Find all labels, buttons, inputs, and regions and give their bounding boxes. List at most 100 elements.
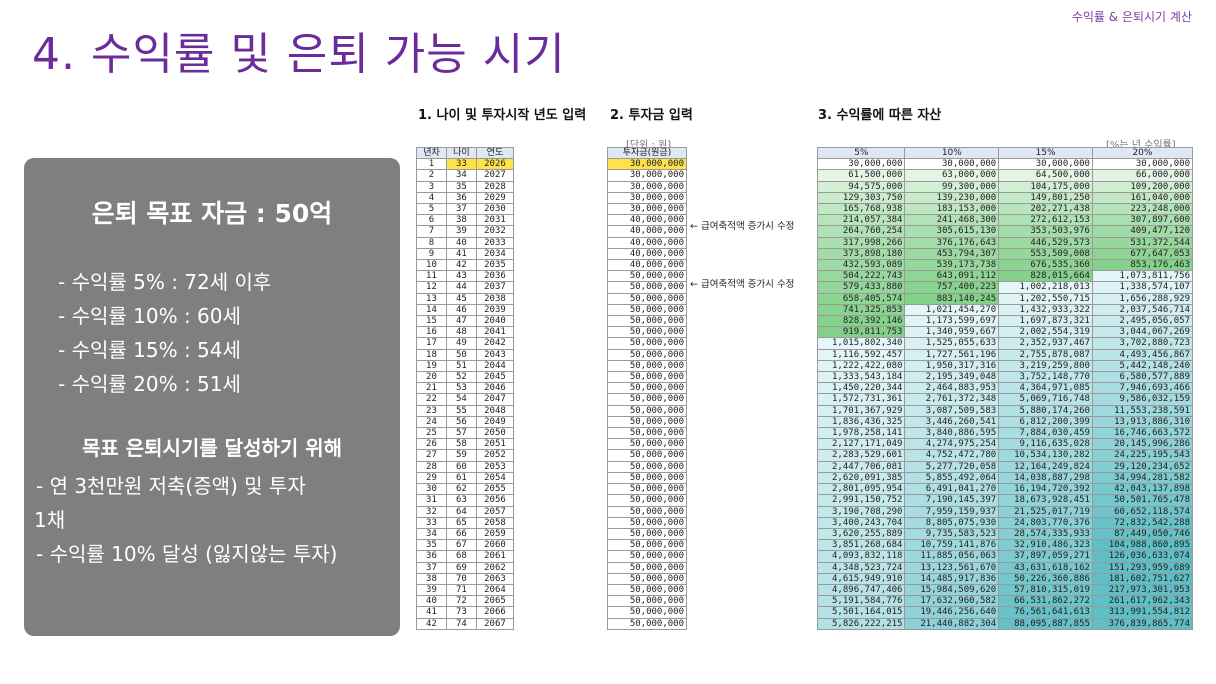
table-cell: 217,973,301,953 [1091,583,1194,597]
table-cell: 24,225,195,543 [1091,449,1194,462]
table-row: 5 37 2030 [416,203,515,216]
table-row: 50,000,000 [607,415,687,429]
panel-subtitle: 목표 은퇴시기를 달성하기 위해 [81,436,343,460]
table-cell: 1,116,592,457 [816,348,906,361]
table-cell: 4,274,975,254 [904,438,1000,451]
table-cell: 2046 [475,382,515,395]
table-cell: 373,898,180 [816,247,906,261]
col-header-20pct: 20% [1091,146,1194,160]
table-row: 2 34 2027 [416,169,515,182]
table-cell: 2 [416,169,447,182]
table-row: 40,000,000 [607,259,687,272]
col-header-age: 나이 [445,146,477,160]
table-cell: 3,087,509,583 [904,404,1000,417]
table-cell: 2058 [475,516,515,529]
table-row: 35 67 2060 [416,539,515,552]
table-cell: 264,760,254 [816,225,906,238]
table-cell: 88,095,887,855 [998,617,1093,630]
table-cell: 7,190,145,397 [904,494,1000,507]
table-cell: 1,525,055,633 [904,337,1000,350]
table-cell: 2045 [475,371,515,384]
table-cell: 183,153,000 [904,203,1000,216]
table-cell: 17 [416,337,447,350]
table-cell: 8,805,075,930 [904,516,1000,529]
table-cell: 3,219,259,800 [998,359,1093,373]
table-row: 9 41 2034 [416,247,515,261]
table-row: 94,575,000 99,300,000 104,175,000 109,200,0… [816,180,1194,193]
table-cell: 21,440,882,304 [904,617,1000,630]
table-cell: 14 [416,303,447,317]
table-cell: 30,000,000 [607,203,687,216]
table-cell: 43,631,618,162 [998,561,1093,574]
table-row: 828,392,146 1,173,599,697 1,697,873,321 2,4… [816,315,1194,328]
table-cell: 30,000,000 [816,158,906,171]
table-cell: 6,812,200,399 [998,415,1093,429]
table-row: 61,500,000 63,000,000 64,500,000 66,000,000 [816,169,1194,182]
table-cell: 66 [445,527,477,541]
table-cell: 50,000,000 [607,303,687,317]
table-cell: 50,000,000 [607,449,687,462]
table-cell: 2031 [475,214,515,227]
table-cell: 446,529,573 [998,236,1093,249]
table-cell: 2056 [475,494,515,507]
table-cell: 9,116,635,028 [998,438,1093,451]
table-cell: 12,164,249,824 [998,460,1093,473]
table-cell: 2,620,091,385 [816,471,906,485]
table-row: 8 40 2033 [416,236,515,249]
table-cell: 6,580,577,889 [1091,371,1194,384]
table-cell: 52 [445,371,477,384]
table-row: 6 38 2031 [416,214,515,227]
table-cell: 2027 [475,169,515,182]
table-cell: 36 [416,550,447,563]
table-cell: 2042 [475,337,515,350]
table-cell: 42,043,137,898 [1091,483,1194,496]
table-row: 50,000,000 [607,516,687,529]
table-row: 50,000,000 [607,281,687,294]
table-cell: 161,040,000 [1091,191,1194,205]
table-cell: 43 [445,270,477,283]
table-cell: 1,202,550,715 [998,292,1093,305]
table-cell: 50,000,000 [607,595,687,608]
salary-annotation-2: ← 급여축적액 증가시 수정 [690,279,795,290]
table-row: 1,572,731,361 2,761,372,348 5,069,716,748 9… [816,393,1194,406]
table-row: 50,000,000 [607,270,687,283]
table-cell: 61,500,000 [816,169,906,182]
table-cell: 50 [445,348,477,361]
table-row: 1,222,422,080 1,950,317,316 3,219,259,800 5… [816,359,1194,373]
table-cell: 376,839,865,774 [1091,617,1194,630]
table-cell: 71 [445,583,477,597]
table-cell: 677,647,053 [1091,247,1194,261]
table-cell: 30,000,000 [904,158,1000,171]
table-row: 50,000,000 [607,505,687,518]
table-cell: 17,632,960,582 [904,595,1000,608]
table-cell: 2039 [475,303,515,317]
table-cell: 1,340,959,667 [904,326,1000,339]
table-cell: 36 [445,191,477,205]
table-cell: 30,000,000 [607,158,687,171]
table-cell: 50,000,000 [607,561,687,574]
table-cell: 3,044,067,269 [1091,326,1194,339]
table-cell: 10,534,130,282 [998,449,1093,462]
table-row: 29 61 2054 [416,471,515,485]
table-cell: 40,000,000 [607,259,687,272]
table-row: 10 42 2035 [416,259,515,272]
table-cell: 313,991,554,812 [1091,606,1194,619]
table-cell: 579,433,880 [816,281,906,294]
table-cell: 5 [416,203,447,216]
table-cell: 57,810,315,019 [998,583,1093,597]
table-cell: 38 [416,572,447,585]
table-row: 4,615,949,910 14,485,917,836 50,226,360,88… [816,572,1194,585]
table-row: 27 59 2052 [416,449,515,462]
table-row: 33 65 2058 [416,516,515,529]
table-row: 50,000,000 [607,337,687,350]
table-row: 42 74 2067 [416,617,515,630]
table-cell: 214,057,384 [816,214,906,227]
table-cell: 1,015,802,340 [816,337,906,350]
table-cell: 1,656,288,929 [1091,292,1194,305]
table-cell: 2048 [475,404,515,417]
table-cell: 272,612,153 [998,214,1093,227]
table-cell: 2055 [475,483,515,496]
table-row: 41 73 2066 [416,606,515,619]
table-row: 5,191,584,776 17,632,960,582 66,531,862,27… [816,595,1194,608]
table-row: 3,851,268,684 10,759,141,876 32,910,486,32… [816,539,1194,552]
